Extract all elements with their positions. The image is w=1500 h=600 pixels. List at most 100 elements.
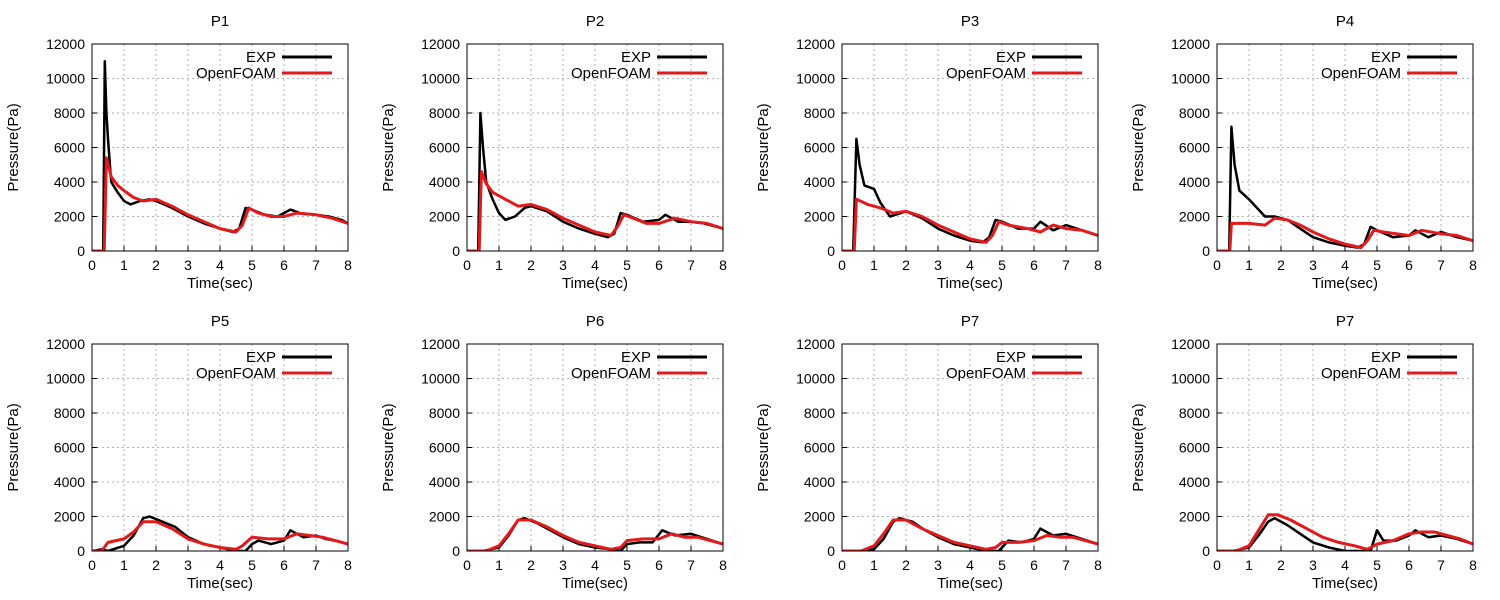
y-tick-label: 2000 bbox=[54, 209, 85, 225]
x-tick-label: 7 bbox=[687, 557, 695, 573]
x-tick-label: 6 bbox=[280, 557, 288, 573]
series-line-openfoam bbox=[467, 518, 723, 551]
x-tick-label: 5 bbox=[248, 257, 256, 273]
x-tick-label: 4 bbox=[216, 257, 224, 273]
x-tick-label: 6 bbox=[1030, 257, 1038, 273]
x-tick-label: 3 bbox=[1309, 257, 1317, 273]
x-tick-label: 7 bbox=[687, 257, 695, 273]
series-line-exp bbox=[842, 137, 1098, 251]
x-tick-label: 8 bbox=[1469, 257, 1477, 273]
legend-label: OpenFOAM bbox=[196, 65, 276, 82]
y-tick-label: 10000 bbox=[421, 71, 460, 87]
x-tick-label: 0 bbox=[463, 257, 471, 273]
y-tick-label: 12000 bbox=[46, 336, 85, 352]
y-tick-label: 0 bbox=[452, 243, 460, 259]
x-tick-label: 7 bbox=[1437, 257, 1445, 273]
chart-title: P5 bbox=[211, 313, 229, 330]
x-tick-label: 1 bbox=[1245, 257, 1253, 273]
y-tick-label: 4000 bbox=[804, 174, 835, 190]
x-tick-label: 0 bbox=[88, 257, 96, 273]
y-tick-label: 12000 bbox=[46, 36, 85, 52]
legend-label: OpenFOAM bbox=[571, 365, 651, 382]
y-tick-label: 8000 bbox=[804, 105, 835, 121]
x-tick-label: 4 bbox=[966, 257, 974, 273]
x-axis-label: Time(sec) bbox=[187, 575, 253, 592]
series-line-openfoam bbox=[842, 197, 1098, 251]
y-axis-label: Pressure(Pa) bbox=[1130, 103, 1147, 191]
x-tick-label: 8 bbox=[719, 557, 727, 573]
y-tick-label: 10000 bbox=[1171, 371, 1210, 387]
y-axis-label: Pressure(Pa) bbox=[5, 103, 22, 191]
series-line-openfoam bbox=[92, 520, 348, 551]
series-line-exp bbox=[1217, 125, 1473, 251]
legend-label: OpenFOAM bbox=[571, 65, 651, 82]
y-tick-label: 4000 bbox=[1179, 474, 1210, 490]
x-tick-label: 3 bbox=[184, 257, 192, 273]
chart-title: P3 bbox=[961, 13, 979, 30]
legend-label: OpenFOAM bbox=[1321, 365, 1401, 382]
series-line-exp bbox=[842, 516, 1098, 551]
x-tick-label: 5 bbox=[623, 557, 631, 573]
y-axis-label: Pressure(Pa) bbox=[755, 103, 772, 191]
x-tick-label: 4 bbox=[1341, 257, 1349, 273]
legend-label: EXP bbox=[246, 349, 276, 366]
chart-title: P6 bbox=[586, 313, 604, 330]
legend-label: OpenFOAM bbox=[196, 365, 276, 382]
y-tick-label: 10000 bbox=[46, 71, 85, 87]
y-tick-label: 10000 bbox=[1171, 71, 1210, 87]
y-tick-label: 4000 bbox=[804, 474, 835, 490]
legend-label: OpenFOAM bbox=[946, 365, 1026, 382]
y-tick-label: 4000 bbox=[54, 474, 85, 490]
y-tick-label: 6000 bbox=[804, 440, 835, 456]
x-tick-label: 7 bbox=[1437, 557, 1445, 573]
x-tick-label: 7 bbox=[312, 257, 320, 273]
y-tick-label: 12000 bbox=[421, 336, 460, 352]
series-line-exp bbox=[1217, 516, 1473, 551]
subplot-2: 0 1 2 3 4 5 6 7 8 0 2000 4000 6000 8000 10000 12000 EXPO… bbox=[380, 13, 727, 292]
y-tick-label: 6000 bbox=[1179, 440, 1210, 456]
x-tick-label: 4 bbox=[591, 557, 599, 573]
series-line-openfoam bbox=[842, 518, 1098, 551]
x-axis-label: Time(sec) bbox=[562, 275, 628, 292]
y-tick-label: 2000 bbox=[1179, 509, 1210, 525]
y-tick-label: 4000 bbox=[429, 174, 460, 190]
x-tick-label: 3 bbox=[184, 557, 192, 573]
x-tick-label: 0 bbox=[463, 557, 471, 573]
x-tick-label: 6 bbox=[1405, 557, 1413, 573]
plot-frame bbox=[466, 43, 724, 252]
y-tick-label: 2000 bbox=[54, 509, 85, 525]
chart-title: P2 bbox=[586, 13, 604, 30]
x-tick-label: 2 bbox=[527, 557, 535, 573]
x-tick-label: 6 bbox=[280, 257, 288, 273]
legend-label: EXP bbox=[621, 49, 651, 66]
y-tick-label: 8000 bbox=[804, 405, 835, 421]
x-tick-label: 1 bbox=[120, 257, 128, 273]
x-tick-label: 4 bbox=[966, 557, 974, 573]
x-tick-label: 2 bbox=[902, 257, 910, 273]
y-axis-label: Pressure(Pa) bbox=[1130, 403, 1147, 491]
x-tick-label: 1 bbox=[870, 257, 878, 273]
legend-label: OpenFOAM bbox=[1321, 65, 1401, 82]
series-line-openfoam bbox=[92, 156, 348, 251]
series-line-openfoam bbox=[1217, 216, 1473, 251]
y-tick-label: 12000 bbox=[796, 36, 835, 52]
y-tick-label: 12000 bbox=[421, 36, 460, 52]
y-tick-label: 8000 bbox=[429, 105, 460, 121]
plot-frame bbox=[466, 343, 724, 552]
x-tick-label: 6 bbox=[655, 257, 663, 273]
y-tick-label: 2000 bbox=[429, 509, 460, 525]
chart-title: P7 bbox=[961, 313, 979, 330]
y-tick-label: 0 bbox=[1202, 243, 1210, 259]
y-tick-label: 12000 bbox=[1171, 36, 1210, 52]
x-tick-label: 6 bbox=[1030, 557, 1038, 573]
x-tick-label: 7 bbox=[1062, 557, 1070, 573]
y-tick-label: 4000 bbox=[54, 174, 85, 190]
y-tick-label: 8000 bbox=[54, 405, 85, 421]
plot-frame bbox=[91, 343, 349, 552]
x-axis-label: Time(sec) bbox=[562, 575, 628, 592]
y-tick-label: 0 bbox=[77, 243, 85, 259]
x-tick-label: 3 bbox=[934, 557, 942, 573]
x-axis-label: Time(sec) bbox=[187, 275, 253, 292]
y-tick-label: 2000 bbox=[429, 209, 460, 225]
